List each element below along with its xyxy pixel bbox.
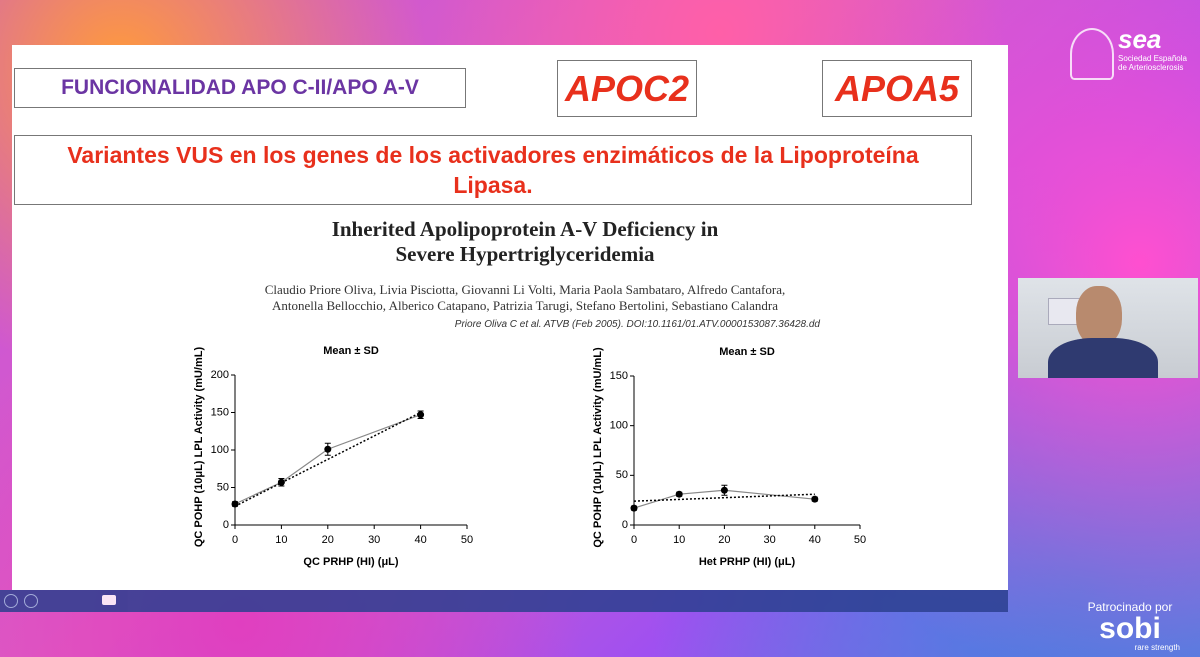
- x-axis-label: QC PRHP (HI) (μL): [303, 556, 398, 568]
- x-tick-label: 10: [673, 534, 685, 546]
- x-tick-label: 50: [461, 534, 473, 546]
- authors: Claudio Priore Oliva, Livia Pisciotta, G…: [210, 282, 840, 314]
- camera-button[interactable]: [102, 595, 116, 605]
- logo-icon: [1070, 28, 1114, 80]
- subtitle-box: Variantes VUS en los genes de los activa…: [14, 135, 972, 205]
- logo-line: de Arteriosclerosis: [1118, 63, 1184, 72]
- toolbar: [0, 590, 1008, 612]
- logo-line: Sociedad Española: [1118, 54, 1187, 63]
- x-tick-label: 20: [322, 534, 334, 546]
- x-tick-label: 30: [763, 534, 775, 546]
- paper-title-line: Inherited Apolipoprotein A-V Deficiency …: [331, 217, 719, 241]
- data-point: [811, 495, 819, 503]
- subtitle-line: Lipasa.: [453, 172, 533, 198]
- x-tick-label: 50: [854, 534, 866, 546]
- x-tick-label: 30: [368, 534, 380, 546]
- subtitle-line: Variantes VUS en los genes de los activa…: [67, 142, 919, 168]
- data-point: [324, 445, 332, 453]
- chart-title: Mean ± SD: [323, 345, 379, 357]
- trend-line: [234, 411, 421, 507]
- data-line: [234, 414, 421, 505]
- x-tick-label: 40: [414, 534, 426, 546]
- citation: Priore Oliva C et al. ATVB (Feb 2005). D…: [454, 319, 820, 330]
- x-tick-label: 0: [631, 534, 637, 546]
- y-tick-label: 50: [217, 481, 229, 493]
- x-tick-label: 10: [275, 534, 287, 546]
- y-tick-label: 150: [610, 370, 628, 382]
- sponsor-name: sobi: [1099, 612, 1161, 645]
- x-tick-label: 20: [718, 534, 730, 546]
- sponsor-tagline: rare strength: [1134, 643, 1180, 652]
- y-tick-label: 150: [211, 406, 229, 418]
- paper-title: Inherited Apolipoprotein A-V Deficiency …: [225, 217, 825, 267]
- data-point: [720, 486, 728, 494]
- paper-title-line: Severe Hypertriglyceridemia: [395, 242, 655, 266]
- data-point: [675, 490, 683, 498]
- y-tick-label: 100: [610, 420, 628, 432]
- prev-button[interactable]: [4, 594, 18, 608]
- logo-name: sea: [1118, 24, 1162, 54]
- author-line: Claudio Priore Oliva, Livia Pisciotta, G…: [264, 282, 786, 297]
- section-title: FUNCIONALIDAD APO C-II/APO A-V: [14, 68, 466, 108]
- x-axis-label: Het PRHP (HI) (μL): [699, 556, 796, 568]
- sponsor-label: Patrocinado por: [1087, 600, 1173, 614]
- next-button[interactable]: [24, 594, 38, 608]
- y-tick-label: 100: [211, 444, 229, 456]
- chart-title: Mean ± SD: [719, 346, 775, 358]
- data-line: [633, 489, 815, 509]
- y-tick-label: 0: [223, 519, 229, 531]
- logo-text: Sociedad Española de Arteriosclerosis: [1118, 54, 1187, 72]
- data-point: [417, 411, 425, 419]
- gene-label: APOA5: [822, 60, 972, 117]
- person-head: [1076, 286, 1122, 346]
- y-tick-label: 200: [211, 369, 229, 381]
- gene-label: APOC2: [557, 60, 697, 117]
- x-tick-label: 40: [809, 534, 821, 546]
- y-axis-label: QC POHP (10μL) LPL Activity (mU/mL): [592, 347, 604, 548]
- person-body: [1048, 338, 1158, 378]
- y-tick-label: 50: [616, 469, 628, 481]
- y-axis-label: QC POHP (10μL) LPL Activity (mU/mL): [193, 347, 205, 548]
- data-point: [630, 504, 638, 512]
- x-tick-label: 0: [232, 534, 238, 546]
- webcam-video: [1018, 278, 1198, 378]
- y-tick-label: 0: [622, 519, 628, 531]
- data-point: [231, 500, 239, 508]
- author-line: Antonella Bellocchio, Alberico Catapano,…: [271, 298, 779, 313]
- data-point: [277, 478, 285, 486]
